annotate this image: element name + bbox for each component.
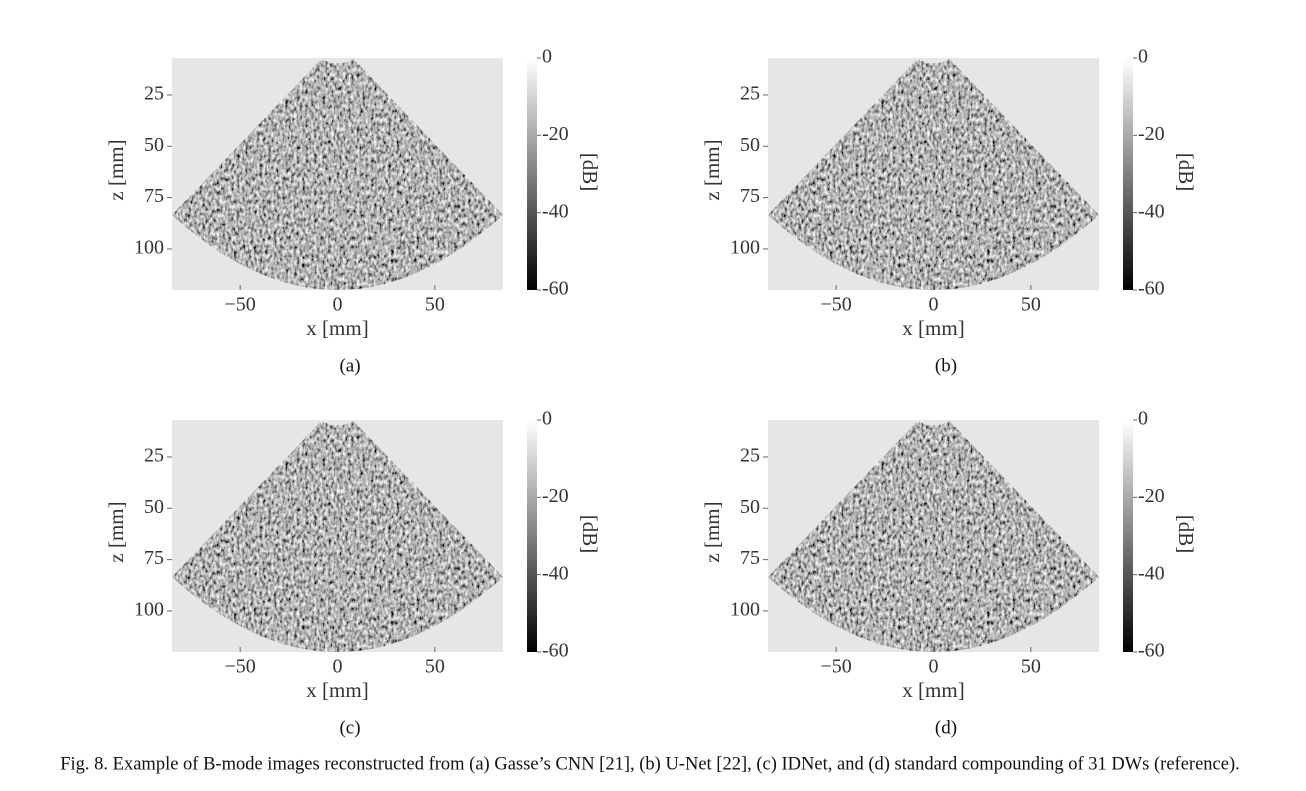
z-axis-label: z [mm] [700,501,724,562]
panel-label: (d) [935,717,957,738]
x-tick-label: 50 [425,656,445,678]
z-tick-label: 100 [730,237,760,259]
z-tick-label: 100 [134,599,164,621]
colorbar-label: [dB] [578,515,602,554]
x-tick-label: −50 [225,656,256,678]
x-tick-label: 0 [929,294,939,316]
panel: −50 0 50 25 50 75 100 x [mm] z [mm] 0 -20 -40 -60 [dB… [700,46,1198,377]
colorbar-tick-label: 0 [542,408,552,430]
colorbar-tick-label: -40 [1138,562,1165,584]
bmode-image [172,421,503,652]
colorbar-tick-label: -60 [542,640,569,662]
panel: −50 0 50 25 50 75 100 x [mm] z [mm] 0 -20 -40 -60 [dB… [104,46,602,377]
panel: −50 0 50 25 50 75 100 x [mm] z [mm] 0 -20 -40 -60 [dB… [700,408,1198,739]
colorbar-tick-label: 0 [1138,408,1148,430]
x-tick-label: −50 [225,294,256,316]
x-tick-label: 0 [333,294,343,316]
colorbar-tick-label: -40 [542,562,569,584]
colorbar [1123,58,1133,290]
x-axis-label: x [mm] [902,316,964,340]
panel-label: (b) [935,355,957,376]
colorbar-tick-label: -20 [542,123,569,145]
colorbar-tick-label: 0 [1138,46,1148,68]
x-tick-label: 0 [929,656,939,678]
panel-label: (a) [339,355,360,376]
colorbar [527,420,537,652]
colorbar-tick-label: 0 [542,46,552,68]
colorbar-tick-label: -20 [1138,123,1165,145]
z-tick-label: 100 [134,237,164,259]
x-axis-label: x [mm] [902,678,964,702]
z-tick-label: 50 [144,496,164,518]
z-axis-label: z [mm] [700,139,724,200]
colorbar-tick-label: -60 [1138,278,1165,300]
z-tick-label: 75 [144,185,164,207]
colorbar-tick-label: -20 [1138,485,1165,507]
colorbar-label: [dB] [1174,153,1198,192]
z-tick-label: 75 [740,547,760,569]
caption: Fig. 8. Example of B-mode images reconst… [60,754,1240,774]
x-tick-label: −50 [821,294,852,316]
colorbar-tick-label: -40 [542,200,569,222]
z-tick-label: 25 [740,445,760,467]
x-axis-label: x [mm] [306,316,368,340]
z-tick-label: 50 [740,134,760,156]
x-tick-label: 50 [1021,294,1041,316]
x-tick-label: 0 [333,656,343,678]
colorbar-label: [dB] [578,153,602,192]
z-tick-label: 75 [740,185,760,207]
bmode-image [768,421,1099,652]
colorbar-tick-label: -40 [1138,200,1165,222]
bmode-image [172,59,503,290]
x-tick-label: 50 [1021,656,1041,678]
panel-label: (c) [339,717,360,738]
colorbar [1123,420,1133,652]
z-tick-label: 100 [730,599,760,621]
colorbar-tick-label: -60 [1138,640,1165,662]
bmode-image [768,59,1099,290]
x-axis-label: x [mm] [306,678,368,702]
x-tick-label: 50 [425,294,445,316]
colorbar-tick-label: -60 [542,278,569,300]
z-tick-label: 50 [740,496,760,518]
z-tick-label: 50 [144,134,164,156]
z-tick-label: 25 [144,445,164,467]
z-tick-label: 25 [144,83,164,105]
colorbar-tick-label: -20 [542,485,569,507]
colorbar-label: [dB] [1174,515,1198,554]
z-tick-label: 25 [740,83,760,105]
x-tick-label: −50 [821,656,852,678]
z-axis-label: z [mm] [104,501,128,562]
z-tick-label: 75 [144,547,164,569]
colorbar [527,58,537,290]
panel: −50 0 50 25 50 75 100 x [mm] z [mm] 0 -20 -40 -60 [dB… [104,408,602,739]
z-axis-label: z [mm] [104,139,128,200]
